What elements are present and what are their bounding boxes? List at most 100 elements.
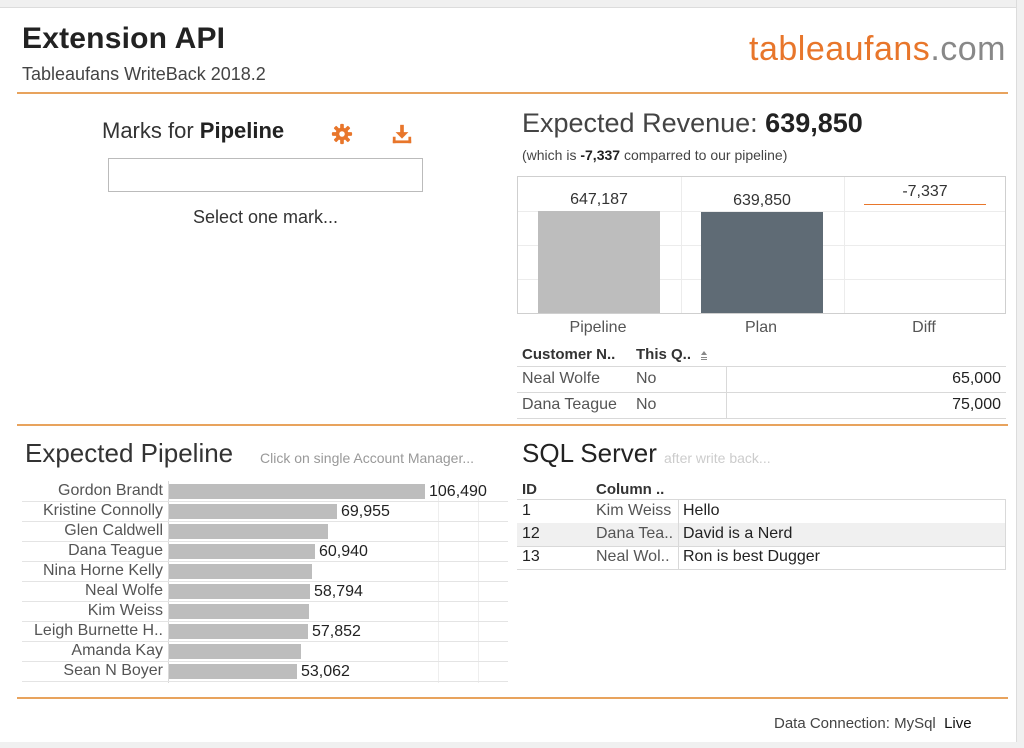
marks-input[interactable]: [108, 158, 423, 192]
data-connection-label: Data Connection: MySql: [774, 715, 936, 732]
pipeline-note: Click on single Account Manager...: [260, 450, 475, 466]
sort-icon[interactable]: [700, 350, 708, 362]
pipeline-value-label: 60,940: [319, 543, 368, 560]
marks-heading: Marks for Pipeline: [102, 118, 284, 144]
pipeline-row-divider: [22, 621, 508, 622]
chart-category-label: Pipeline: [569, 319, 627, 336]
header-divider: [17, 92, 1008, 94]
chart-data-label: 639,850: [733, 192, 791, 209]
pipeline-manager-name: Dana Teague: [68, 542, 163, 559]
brand-tld: .com: [930, 30, 1006, 68]
pipeline-manager-name: Kristine Connolly: [42, 502, 163, 519]
pipeline-row[interactable]: Leigh Burnette H.. 57,852: [22, 621, 508, 642]
pipeline-row-divider: [22, 601, 508, 602]
pipeline-bar[interactable]: [169, 644, 301, 659]
pipeline-row-divider: [22, 581, 508, 582]
pipeline-row-divider: [22, 521, 508, 522]
sql-text-cell[interactable]: Ron is best Dugger: [683, 548, 820, 565]
pipeline-manager-name: Gordon Brandt: [58, 482, 163, 499]
table-divider: [517, 418, 1006, 419]
sql-name-cell[interactable]: Kim Weiss: [596, 502, 672, 519]
value-cell[interactable]: 65,000: [952, 370, 1001, 387]
pipeline-row[interactable]: Kristine Connolly 69,955: [22, 501, 508, 522]
customer-name-cell[interactable]: Neal Wolfe: [522, 370, 600, 387]
col-header-customer[interactable]: Customer N..: [522, 346, 616, 363]
pipeline-bar[interactable]: [169, 604, 309, 619]
sql-text-cell[interactable]: Hello: [683, 502, 720, 519]
table-divider: [517, 392, 1006, 393]
marks-heading-prefix: Marks for: [102, 118, 200, 143]
brand-logo[interactable]: tableaufans.com: [749, 30, 1006, 69]
footer-divider: [17, 697, 1008, 699]
pipeline-row[interactable]: Dana Teague 60,940: [22, 541, 508, 562]
pipeline-manager-name: Leigh Burnette H..: [34, 622, 163, 639]
pipeline-row[interactable]: Neal Wolfe 58,794: [22, 581, 508, 602]
pipeline-row-divider: [22, 661, 508, 662]
sql-text-cell[interactable]: David is a Nerd: [683, 525, 793, 542]
pipeline-bar-chart[interactable]: Gordon Brandt 106,490 Kristine Connolly 69,…: [22, 481, 508, 683]
pipeline-gridline: [478, 481, 479, 683]
pipeline-row-divider: [22, 541, 508, 542]
revenue-title-prefix: Expected Revenue:: [522, 108, 766, 138]
chart-bar-plan[interactable]: [701, 212, 823, 313]
pipeline-value-label: 58,794: [314, 583, 363, 600]
col-header-this-quarter[interactable]: This Q..: [636, 346, 692, 363]
sql-id-cell[interactable]: 1: [522, 502, 531, 519]
customer-name-cell[interactable]: Dana Teague: [522, 396, 617, 413]
value-cell[interactable]: 75,000: [952, 396, 1001, 413]
pipeline-axis-line: [168, 481, 169, 683]
sql-id-cell[interactable]: 13: [522, 548, 540, 565]
pipeline-row[interactable]: Glen Caldwell: [22, 521, 508, 542]
revenue-bar-chart[interactable]: 647,187 639,850 -7,337: [517, 176, 1006, 314]
chart-column-divider: [844, 177, 845, 313]
pipeline-manager-name: Glen Caldwell: [64, 522, 163, 539]
chart-bar-pipeline[interactable]: [538, 211, 660, 313]
table-column-divider: [726, 366, 727, 418]
pipeline-bar[interactable]: [169, 584, 310, 599]
sql-column-divider: [678, 500, 679, 569]
pipeline-bar[interactable]: [169, 664, 297, 679]
pipeline-title: Expected Pipeline: [25, 438, 234, 468]
revenue-title: Expected Revenue: 639,850: [522, 108, 863, 139]
gear-icon[interactable]: [331, 123, 353, 145]
chart-bar-diff[interactable]: [864, 204, 986, 205]
revenue-sub-value: -7,337: [580, 147, 621, 163]
pipeline-manager-name: Amanda Kay: [71, 642, 163, 659]
pipeline-row-divider: [22, 681, 508, 682]
marks-hint: Select one mark...: [192, 207, 339, 227]
pipeline-row[interactable]: Amanda Kay: [22, 641, 508, 662]
pipeline-row[interactable]: Gordon Brandt 106,490: [22, 481, 508, 502]
pipeline-value-label: 53,062: [301, 663, 350, 680]
pipeline-manager-name: Kim Weiss: [87, 602, 163, 619]
pipeline-bar[interactable]: [169, 524, 328, 539]
sql-row-highlight: [517, 523, 1006, 546]
sql-id-cell[interactable]: 12: [522, 525, 540, 542]
col-header-id[interactable]: ID: [522, 481, 537, 498]
pipeline-bar[interactable]: [169, 624, 308, 639]
pipeline-bar[interactable]: [169, 564, 312, 579]
pipeline-row[interactable]: Sean N Boyer 53,062: [22, 661, 508, 682]
sql-note: after write back...: [664, 450, 771, 466]
this-quarter-cell[interactable]: No: [636, 370, 657, 387]
sql-name-cell[interactable]: Dana Tea..: [596, 525, 674, 542]
pipeline-bar[interactable]: [169, 544, 315, 559]
pipeline-bar[interactable]: [169, 504, 337, 519]
chart-gridline: [518, 211, 1005, 212]
sql-title: SQL Server: [522, 438, 657, 468]
window-top-border: [0, 0, 1024, 8]
pipeline-bar[interactable]: [169, 484, 425, 499]
pipeline-manager-name: Neal Wolfe: [85, 582, 163, 599]
pipeline-manager-name: Nina Horne Kelly: [42, 562, 163, 579]
revenue-title-value: 639,850: [765, 108, 863, 138]
sql-table-edge: [1005, 500, 1006, 569]
data-connection: Data Connection: MySql Live: [774, 715, 972, 732]
pipeline-row[interactable]: Nina Horne Kelly: [22, 561, 508, 582]
mid-divider: [17, 424, 1008, 426]
sql-table-divider: [517, 546, 1006, 547]
this-quarter-cell[interactable]: No: [636, 396, 657, 413]
chart-data-label: 647,187: [570, 191, 628, 208]
download-icon[interactable]: [391, 123, 413, 145]
pipeline-row[interactable]: Kim Weiss: [22, 601, 508, 622]
col-header-column[interactable]: Column ..: [596, 481, 665, 498]
sql-name-cell[interactable]: Neal Wol..: [596, 548, 670, 565]
